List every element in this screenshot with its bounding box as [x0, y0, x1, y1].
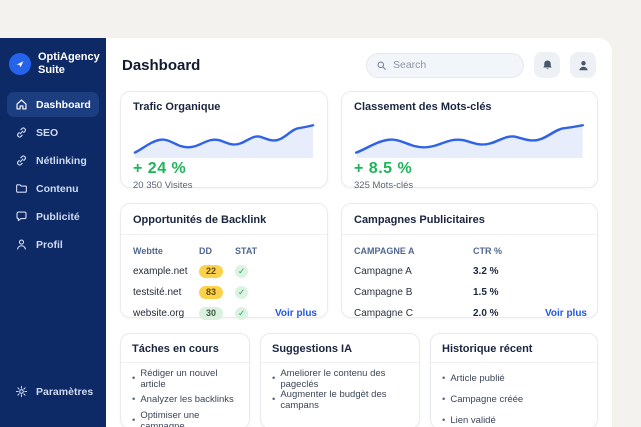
ctr-cell: 2.0 % [473, 308, 499, 319]
brand: OptiAgency Suite [0, 38, 106, 88]
user-icon [15, 238, 28, 251]
dashboard-content: Trafic Organique + 24 % 20 350 Visites C… [106, 91, 612, 427]
site-cell: testsité.net [133, 287, 182, 298]
search-input[interactable] [393, 59, 514, 71]
card-title: Suggestions IA [261, 334, 419, 363]
top-bar: Dashboard [106, 38, 612, 86]
sidebar-item-label: Dashboard [36, 98, 91, 111]
card-title: Opportunités de Backlink [121, 204, 327, 235]
ctr-cell: 1.5 % [473, 287, 499, 298]
folder-icon [15, 182, 28, 195]
campaigns-table: CAMPAGNE A CTR % Campagne A 3.2 % Campag… [342, 235, 597, 324]
profile-button[interactable] [570, 52, 596, 78]
campaigns-voir-plus-link[interactable]: Voir plus [544, 308, 587, 319]
column-header: Webtte [133, 245, 163, 256]
history-card: Historique récent Article publié Campagn… [430, 333, 598, 427]
column-header: CAMPAGNE A [354, 245, 415, 256]
sidebar-item-label: Publicité [36, 210, 80, 223]
card-title: Historique récent [431, 334, 597, 363]
list-item: Rédiger un nouvel article [132, 368, 238, 390]
check-icon: ✓ [235, 265, 248, 278]
dd-badge: 22 [199, 265, 224, 278]
sidebar-item-profil[interactable]: Profil [7, 232, 99, 257]
brand-name: OptiAgency Suite [38, 51, 100, 76]
list-item: Lien validé [442, 410, 586, 427]
main-panel: Dashboard Trafic Organique [106, 38, 612, 427]
traffic-delta: + 24 % [133, 160, 187, 177]
search-box[interactable] [366, 52, 524, 78]
card-title: Classement des Mots-clés [354, 101, 492, 113]
tasks-card: Táches en cours Rédiger un nouvel articl… [120, 333, 250, 427]
avatar-icon [577, 59, 590, 72]
backlinks-card: Opportunités de Backlink Webtte DD STAT … [120, 203, 328, 320]
traffic-sparkline-chart [133, 124, 315, 158]
keywords-caption: 325 Mots-clés [354, 180, 414, 191]
column-header: DD [199, 245, 212, 256]
campaign-cell: Campagne A [354, 266, 412, 277]
keywords-card: Classement des Mots-clés + 8.5 % 325 Mot… [341, 91, 598, 191]
backlinks-voir-plus-link[interactable]: Voir plus [274, 308, 317, 319]
site-cell: website.org [133, 308, 185, 319]
column-header: CTR % [473, 245, 502, 256]
site-cell: example.net [133, 266, 188, 277]
sidebar-item-label: SEO [36, 126, 59, 139]
ai-suggestions-card: Suggestions IA Ameliorer le contenu des … [260, 333, 420, 427]
link-icon [15, 154, 28, 167]
keywords-delta: + 8.5 % [354, 160, 413, 177]
card-title: Trafic Organique [133, 101, 221, 113]
sidebar-item-label: Paramètres [36, 385, 94, 398]
card-title: Táches en cours [121, 334, 249, 363]
gear-icon [15, 385, 28, 398]
traffic-card: Trafic Organique + 24 % 20 350 Visites [120, 91, 328, 191]
traffic-caption: 20 350 Visites [133, 180, 193, 191]
list-item: Analyzer les backlinks [132, 389, 238, 410]
sidebar-item-label: Nétlinking [36, 154, 87, 167]
page-title: Dashboard [122, 56, 201, 74]
sidebar-item-dashboard[interactable]: Dashboard [7, 92, 99, 118]
notifications-button[interactable] [534, 52, 560, 78]
list-item: Optimiser une campagne [132, 410, 238, 427]
sidebar: OptiAgency Suite Dashboard SEO Nétlinkin… [0, 38, 106, 427]
column-header: STAT [235, 245, 258, 256]
backlinks-table: Webtte DD STAT example.net 22 ✓ testsité… [121, 235, 327, 324]
sidebar-item-label: Contenu [36, 182, 79, 195]
sidebar-item-parametres[interactable]: Paramètres [7, 379, 99, 404]
dd-badge: 30 [199, 307, 224, 320]
list-item: Article publié [442, 368, 586, 389]
sidebar-item-seo[interactable]: SEO [7, 120, 99, 145]
list-item: Augmenter le budgèt des campans [272, 389, 408, 411]
list-item: Campagne créée [442, 389, 586, 410]
campaign-cell: Campagne C [354, 308, 413, 319]
dd-badge: 83 [199, 286, 224, 299]
app-logo-icon [9, 52, 31, 75]
sidebar-nav: Dashboard SEO Nétlinking Contenu Publici… [0, 92, 106, 257]
ctr-cell: 3.2 % [473, 266, 499, 277]
sidebar-item-contenu[interactable]: Contenu [7, 176, 99, 201]
home-icon [15, 98, 28, 111]
campaigns-card: Campagnes Publicitaires CAMPAGNE A CTR %… [341, 203, 598, 319]
check-icon: ✓ [235, 307, 248, 320]
sidebar-item-netlinking[interactable]: Nétlinking [7, 148, 99, 173]
chat-bubble-icon [15, 210, 28, 223]
list-item: Ameliorer le contenu des pageclés [272, 368, 408, 390]
bell-icon [541, 59, 554, 72]
campaign-cell: Campagne B [354, 287, 413, 298]
link-icon [15, 126, 28, 139]
sidebar-item-label: Profil [36, 238, 63, 251]
card-title: Campagnes Publicitaires [342, 204, 597, 235]
sidebar-item-publicite[interactable]: Publicité [7, 204, 99, 229]
keywords-sparkline-chart [354, 124, 585, 158]
check-icon: ✓ [235, 286, 248, 299]
search-icon [376, 60, 387, 71]
